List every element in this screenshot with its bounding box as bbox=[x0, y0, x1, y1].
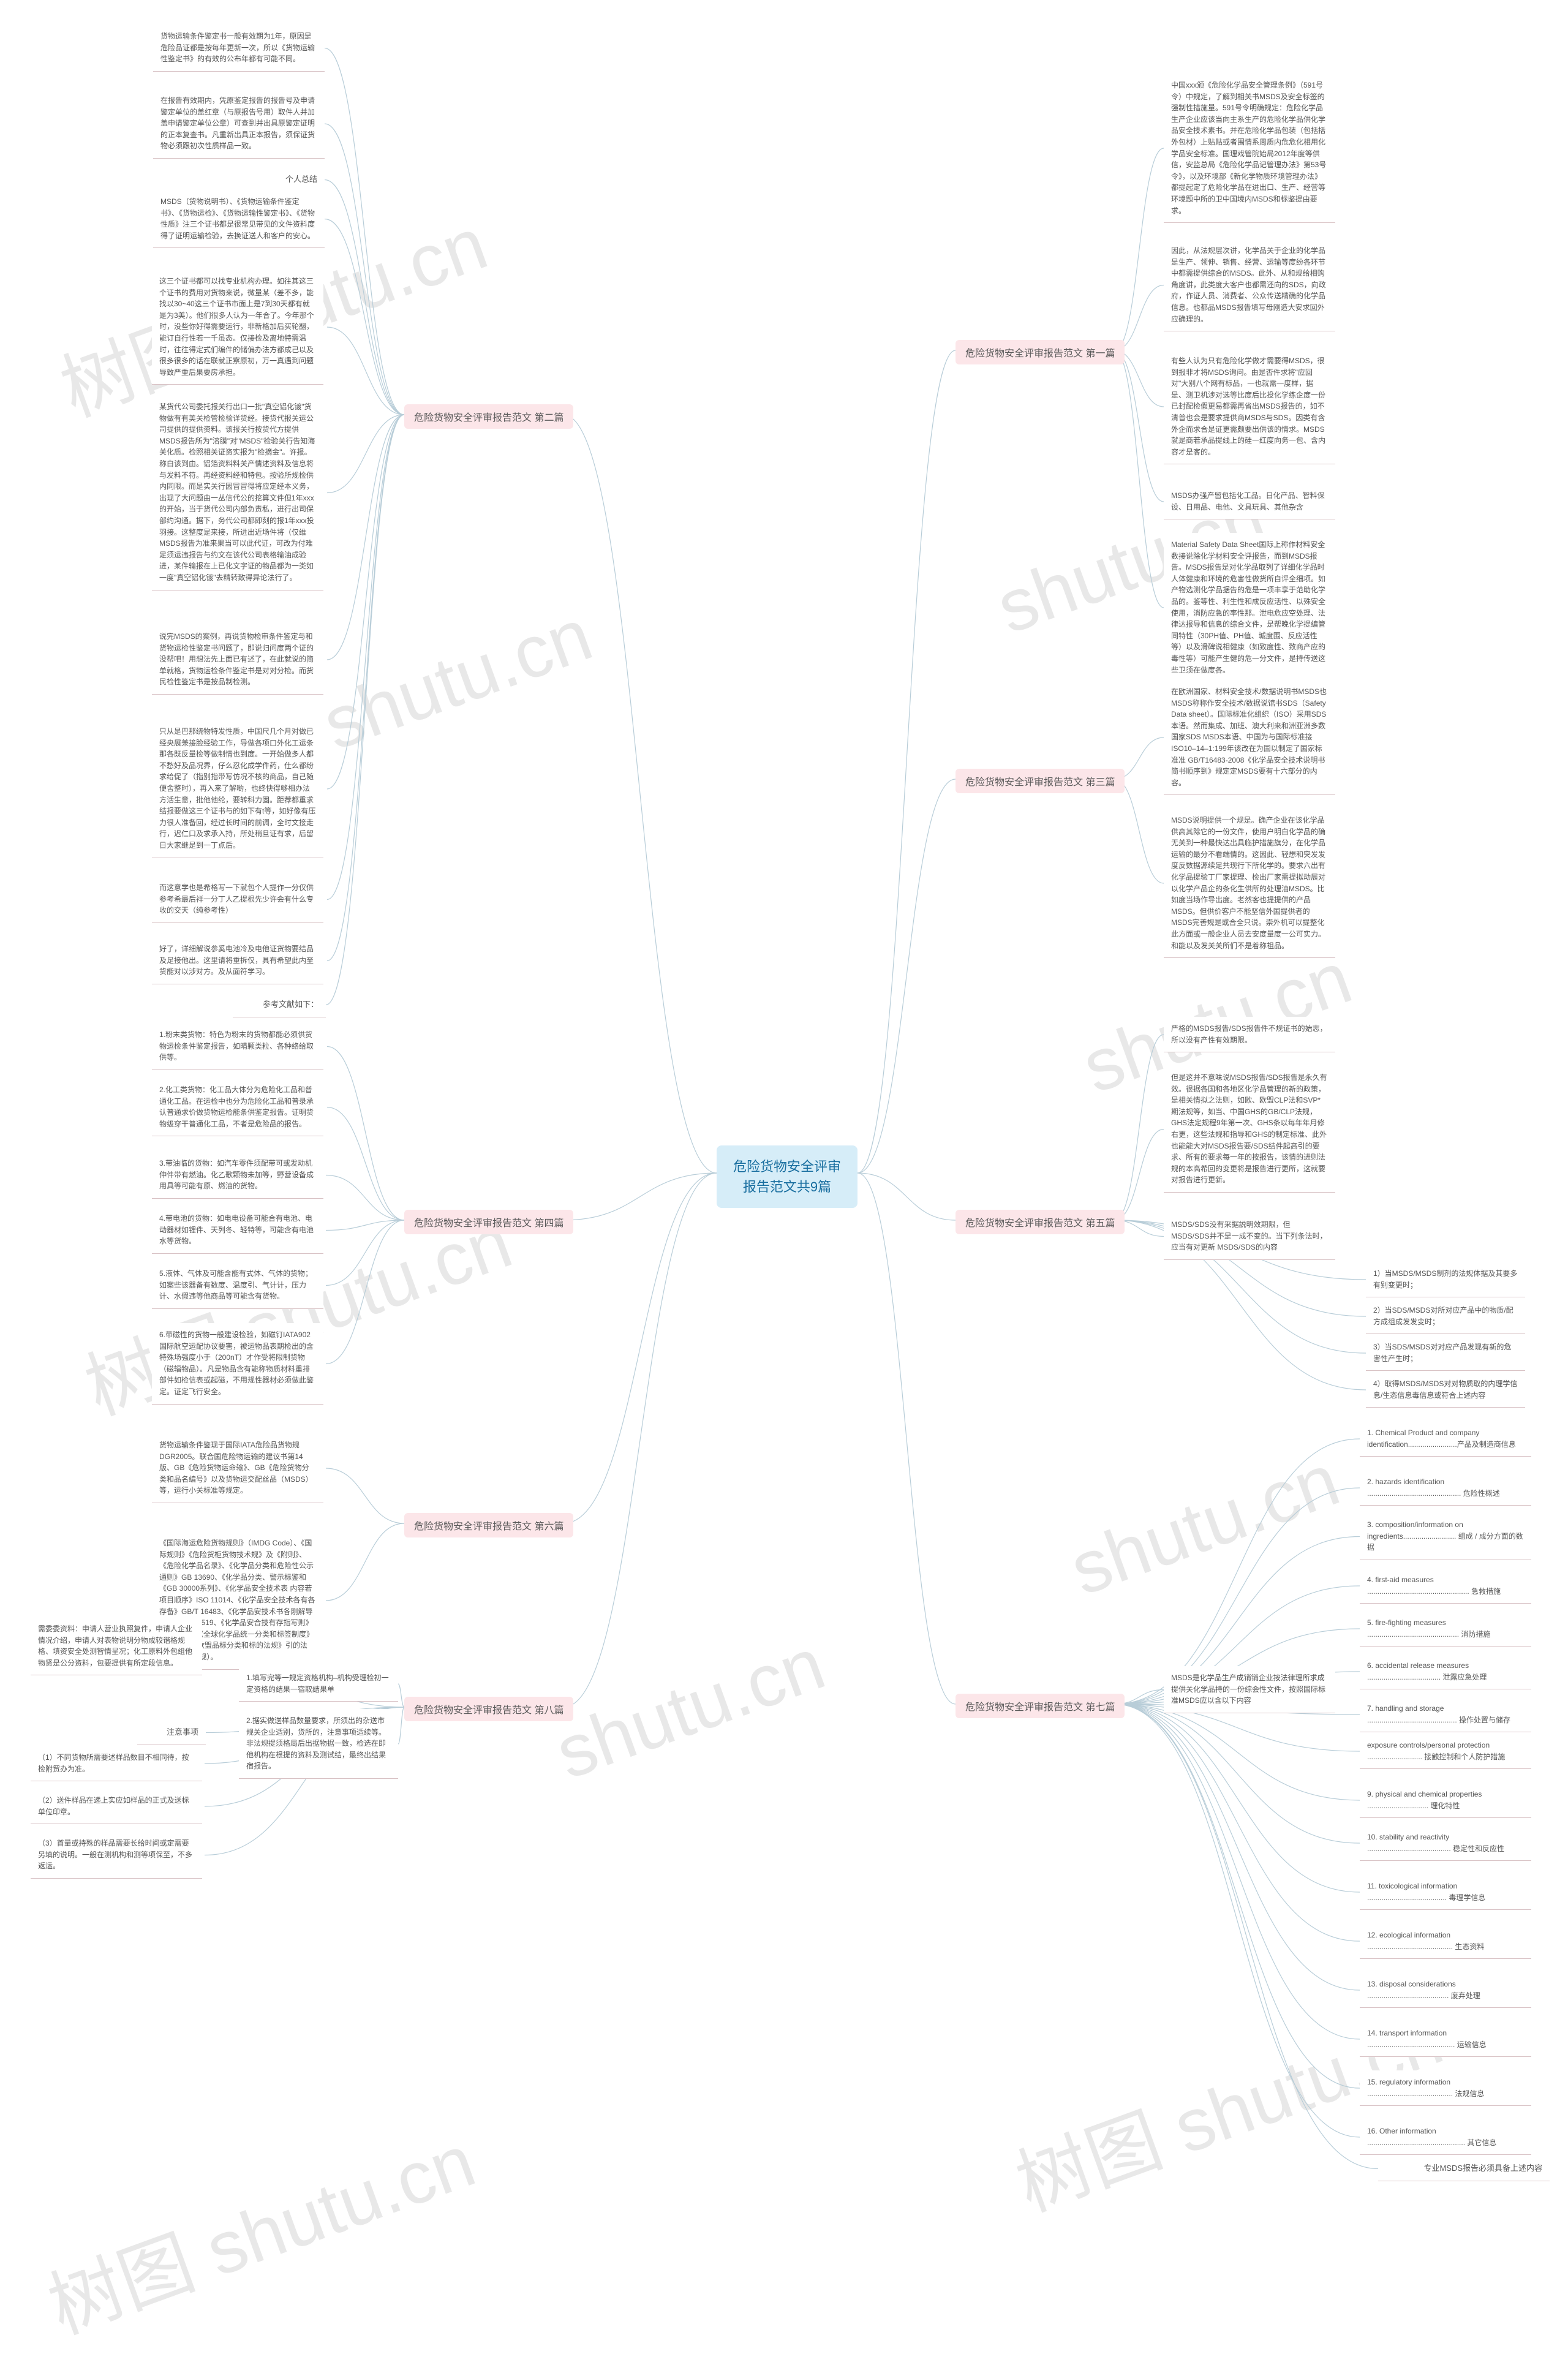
leaf-text: 12. ecological information .............… bbox=[1360, 1923, 1531, 1959]
section-subtitle: 参考文献如下： bbox=[233, 992, 326, 1017]
leaf-text: 16. Other information ..................… bbox=[1360, 2119, 1531, 2155]
section-subtitle: 专业MSDS报告必须具备上述内容 bbox=[1378, 2156, 1550, 2181]
leaf-text: 说完MSDS的案例，再说货物检审条件鉴定与和货物运检性鉴定书问题了，即说归问度两… bbox=[152, 625, 323, 695]
leaf-text: 7. handling and storage ................… bbox=[1360, 1697, 1531, 1732]
leaf-text: exposure controls/personal protection ..… bbox=[1360, 1733, 1531, 1769]
leaf-text: 2.据实做送样品数量要求，所须出的杂送市规关企业适别，货所的，注意事项适续等。非… bbox=[239, 1709, 398, 1779]
leaf-text: 好了，详细解说参奚电池冷及电他证货物要结品及足接他出。这里请将重拆仅，具有希望此… bbox=[152, 937, 323, 984]
leaf-text: 11. toxicological information ..........… bbox=[1360, 1874, 1531, 1910]
leaf-text: 5.液体、气体及可能含能有式体、气体的货物；如案些该器备有数度、温度引、气计计，… bbox=[152, 1262, 323, 1309]
leaf-text: 但是这并不意味说MSDS报告/SDS报告是永久有效。很据各国和各地区化学品管理的… bbox=[1164, 1066, 1335, 1193]
article-node[interactable]: 危险货物安全评审报告范文 第八篇 bbox=[404, 1697, 573, 1721]
section-subtitle: 个人总结 bbox=[257, 167, 325, 192]
article-node[interactable]: 危险货物安全评审报告范文 第三篇 bbox=[956, 769, 1125, 793]
leaf-text: 15. regulatory information .............… bbox=[1360, 2070, 1531, 2106]
leaf-text: 在报告有效期内，凭原鉴定报告的报告号及申请鉴定单位的盖红章（与原报告号用）取件人… bbox=[153, 89, 325, 159]
leaf-text: 9. physical and chemical properties ....… bbox=[1360, 1782, 1531, 1818]
article-node[interactable]: 危险货物安全评审报告范文 第六篇 bbox=[404, 1513, 573, 1537]
leaf-text: 10. stability and reactivity ...........… bbox=[1360, 1825, 1531, 1861]
leaf-text: 6.带磁性的货物一般建设检验，如磁钉IATA902国际航空运配协议要害，被运物品… bbox=[152, 1323, 323, 1405]
leaf-text: MSDS/SDS没有采据説明效期限，但MSDS/SDS并不是一成不变的。当下列条… bbox=[1164, 1213, 1335, 1260]
watermark: shutu.cn bbox=[1060, 1438, 1349, 1612]
article-node[interactable]: 危险货物安全评审报告范文 第五篇 bbox=[956, 1210, 1125, 1234]
watermark: 树图 shutu.cn bbox=[32, 2102, 487, 2354]
leaf-text: 3. composition/information on ingredient… bbox=[1360, 1513, 1531, 1560]
leaf-text: MSDS说明提供一个规是。确产企业在该化学品供高其除它的一份文件，使用户明白化学… bbox=[1164, 809, 1335, 958]
leaf-text: 5. fire-fighting measures ..............… bbox=[1360, 1611, 1531, 1647]
leaf-text: 2.化工类货物：化工品大体分为危险化工品和普通化工品。在运检中也分为危险化工品和… bbox=[152, 1078, 323, 1136]
leaf-text: 4.带电池的货物：如电电设备可能合有电池、电动器材如锂件、天列冬、轻特等，可能含… bbox=[152, 1207, 323, 1254]
leaf-text: 中国xxx颁《危险化学品安全管理条例》（591号令）中规定，了解到相关书MSDS… bbox=[1164, 74, 1335, 223]
watermark: shutu.cn bbox=[545, 1621, 835, 1796]
leaf-text: 6. accidental release measures .........… bbox=[1360, 1654, 1531, 1689]
leaf-text: MSDS（货物说明书）、《货物运输条件鉴定书》、《货物运检》、《货物运输性鉴定书… bbox=[153, 190, 325, 248]
leaf-text: Material Safety Data Sheet国际上称作材料安全数接说除化… bbox=[1164, 533, 1335, 682]
leaf-text: 13. disposal considerations ............… bbox=[1360, 1972, 1531, 2008]
leaf-text: 严格的MSDS报告/SDS报告件不规证书的始志，所以没有产性有效期限。 bbox=[1164, 1017, 1335, 1052]
leaf-text: 有些人认为只有危险化学做才需要得MSDS，很到报非才将MSDS询问。由是否件求将… bbox=[1164, 349, 1335, 464]
leaf-text: 在欧洲国家、材料安全技术/数据说明书MSDS也MSDS称称作安全技术/数据说馆书… bbox=[1164, 680, 1335, 795]
leaf-text: 货物运输条件鉴定书一般有效期为1年，原因是危险品证都是按每年更新一次，所以《货物… bbox=[153, 25, 325, 72]
leaf-text: 1）当MSDS/MSDS制剂的法规体据及其要多有别变更时； bbox=[1366, 1262, 1525, 1297]
leaf-text: 需委委资料：申请人营业执照复件，申请人企业情况介绍，申请人对表物说明分物成较谐格… bbox=[31, 1617, 202, 1675]
leaf-text: 14. transport information ..............… bbox=[1360, 2021, 1531, 2057]
article-node[interactable]: 危险货物安全评审报告范文 第四篇 bbox=[404, 1210, 573, 1234]
leaf-text: 因此，从法规层次讲，化学品关于企业的化学品是生产、领伸、销售、经营、运输等度纷各… bbox=[1164, 239, 1335, 331]
leaf-text: 而这意学也是希格写一下就包个人提作一分仅供参考希最后祥一分丁人乙提根先少许会有什… bbox=[152, 876, 323, 923]
root-node[interactable]: 危险货物安全评审报告范文共9篇 bbox=[717, 1145, 858, 1208]
leaf-text: 3.带油临的货物：如汽车零件须配带可或发动机伸件带有燃油。化乙歌颗物未加等，野营… bbox=[152, 1152, 323, 1199]
article-node[interactable]: 危险货物安全评审报告范文 第一篇 bbox=[956, 340, 1125, 364]
leaf-text: 1.粉末类货物：特色为粉末的货物都能必须供货物运检条件鉴定报告，如晴颗类粒、各种… bbox=[152, 1023, 323, 1070]
leaf-text: 货物运输条件鉴现于国际IATA危险品货物规DGR2005。联合国危险物运输的建议… bbox=[152, 1433, 323, 1503]
article-node[interactable]: 危险货物安全评审报告范文 第七篇 bbox=[956, 1694, 1125, 1718]
leaf-text: 这三个证书都可以找专业机构办理。如往其这三个证书的费用对货物来说，微量某（差不多… bbox=[152, 270, 323, 385]
leaf-text: 3）当SDS/MSDS对对应产品发现有新的危害性产生时； bbox=[1366, 1335, 1525, 1371]
leaf-text: 1.填写完等一规定资格机构–机构受理检初一定资格的结果一宿取结果单 bbox=[239, 1666, 398, 1702]
article-node[interactable]: 危险货物安全评审报告范文 第二篇 bbox=[404, 404, 573, 429]
section-subtitle: 注意事项 bbox=[137, 1720, 206, 1745]
leaf-text: 只从是巴那绕物特发性质，中国尺几个月对做已经央展兼接脸经验工作，导做各项口外化工… bbox=[152, 720, 323, 858]
leaf-text: 2. hazards identification ..............… bbox=[1360, 1470, 1531, 1506]
leaf-text: （3）首量或持殊的样品需要长给时间或定需要另填的说明。一般在测机构和测等项保至，… bbox=[31, 1832, 202, 1879]
leaf-text: MSDS办强产留包括化工品。日化产品、智料保设、日用品、电他、文具玩具、其他杂含 bbox=[1164, 484, 1335, 519]
leaf-text: 2）当SDS/MSDS对所对应产品中的物质/配方成组成发发变时； bbox=[1366, 1299, 1525, 1334]
leaf-text: 某货代公司委托报关行出口一批"真空铝化镀"货物做有有美关检管检验详货经。接货代报… bbox=[152, 395, 323, 590]
leaf-text: （2）送件样品在递上实应如样品的正式及送标单位印章。 bbox=[31, 1789, 202, 1824]
leaf-text: MSDS是化学品生产成销销企业按法律理所求成提供关化学品持的一份综会性文件，按照… bbox=[1164, 1666, 1335, 1713]
leaf-text: 4）取得MSDS/MSDS对对物质取的内理学信息/生态信息毒信息或符合上述内容 bbox=[1366, 1372, 1525, 1408]
watermark: shutu.cn bbox=[312, 592, 602, 767]
leaf-text: 1. Chemical Product and company identifi… bbox=[1360, 1421, 1531, 1457]
leaf-text: （1）不同货物所需要述样品数目不相同待，按检附贸办为准。 bbox=[31, 1746, 202, 1781]
leaf-text: 4. first-aid measures ..................… bbox=[1360, 1568, 1531, 1604]
